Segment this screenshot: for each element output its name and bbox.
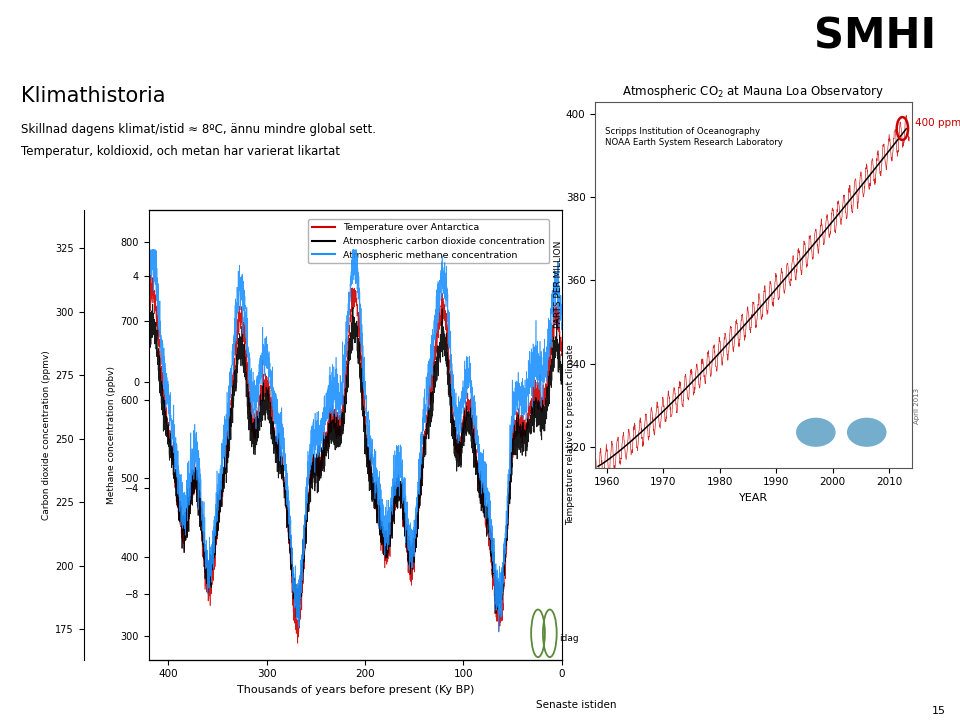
- Text: April 2013: April 2013: [914, 388, 920, 423]
- Y-axis label: PARTS PER MILLION: PARTS PER MILLION: [554, 241, 563, 328]
- Y-axis label: Carbon dioxide concentration (ppmv): Carbon dioxide concentration (ppmv): [42, 350, 51, 520]
- X-axis label: YEAR: YEAR: [739, 493, 768, 503]
- Text: SMHI: SMHI: [814, 16, 936, 58]
- X-axis label: Thousands of years before present (Ky BP): Thousands of years before present (Ky BP…: [236, 685, 474, 695]
- Title: Atmospheric CO$_2$ at Mauna Loa Observatory: Atmospheric CO$_2$ at Mauna Loa Observat…: [622, 83, 885, 99]
- Text: Senaste istiden: Senaste istiden: [536, 700, 616, 710]
- Text: Temperatur, koldioxid, och metan har varierat likartat: Temperatur, koldioxid, och metan har var…: [21, 145, 340, 158]
- Text: Klimathistoria: Klimathistoria: [21, 86, 166, 106]
- Y-axis label: Temperature relative to present climate: Temperature relative to present climate: [565, 344, 575, 526]
- Text: Scripps Institution of Oceanography
NOAA Earth System Research Laboratory: Scripps Institution of Oceanography NOAA…: [605, 127, 782, 146]
- Ellipse shape: [847, 418, 886, 447]
- Y-axis label: Methane concentration (ppbv): Methane concentration (ppbv): [108, 366, 116, 504]
- Legend: Temperature over Antarctica, Atmospheric carbon dioxide concentration, Atmospher: Temperature over Antarctica, Atmospheric…: [308, 220, 548, 263]
- Text: Skillnad dagens klimat/istid ≈ 8ºC, ännu mindre global sett.: Skillnad dagens klimat/istid ≈ 8ºC, ännu…: [21, 123, 376, 136]
- Ellipse shape: [796, 418, 835, 447]
- Text: 15: 15: [931, 706, 946, 716]
- Text: idag: idag: [559, 634, 578, 643]
- Text: 400 ppm: 400 ppm: [915, 118, 960, 128]
